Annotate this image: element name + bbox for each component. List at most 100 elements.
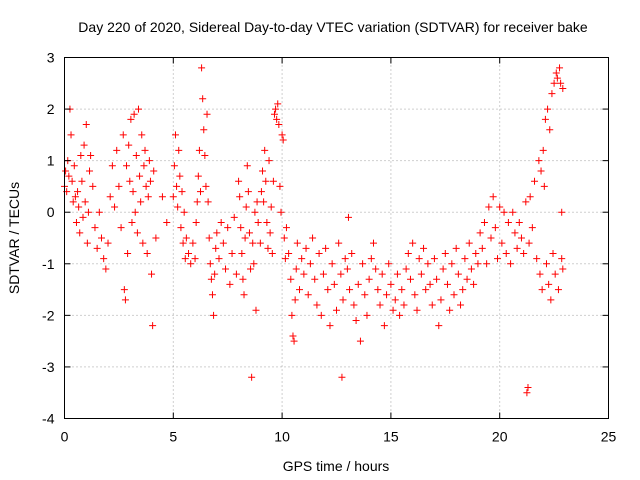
data-point <box>448 260 456 268</box>
data-point <box>309 234 317 242</box>
data-point <box>247 265 255 273</box>
data-point <box>77 151 85 159</box>
data-point <box>480 219 488 227</box>
data-point <box>249 239 257 247</box>
data-point <box>180 208 188 216</box>
data-point <box>552 69 560 77</box>
y-tick-label: 3 <box>47 50 55 66</box>
data-point <box>330 280 338 288</box>
data-point <box>452 244 460 252</box>
data-point <box>311 275 319 283</box>
data-point <box>376 301 384 309</box>
data-point <box>228 249 236 257</box>
data-point <box>300 270 308 278</box>
data-point <box>198 64 206 72</box>
data-point <box>148 270 156 278</box>
data-point <box>132 151 140 159</box>
data-point <box>293 239 301 247</box>
data-point <box>264 244 272 252</box>
data-point <box>494 255 502 263</box>
data-point <box>215 255 223 263</box>
data-point <box>536 270 544 278</box>
data-point <box>478 244 486 252</box>
data-point <box>558 208 566 216</box>
data-point <box>467 265 475 273</box>
data-point <box>199 95 207 103</box>
data-point <box>269 177 277 185</box>
data-point <box>338 373 346 381</box>
data-point <box>195 146 203 154</box>
data-point <box>559 84 567 92</box>
data-point <box>256 239 264 247</box>
data-point <box>385 260 393 268</box>
data-point <box>289 332 297 340</box>
data-point <box>356 337 364 345</box>
data-point <box>144 193 152 201</box>
data-point <box>393 270 401 278</box>
data-point <box>219 239 227 247</box>
plot-frame <box>64 57 609 419</box>
data-point <box>68 177 76 185</box>
data-point <box>194 172 202 180</box>
y-tick-label: -1 <box>42 256 55 272</box>
data-point <box>459 286 467 294</box>
data-point <box>102 265 110 273</box>
data-point <box>136 172 144 180</box>
data-point <box>244 188 252 196</box>
data-point <box>290 337 298 345</box>
data-point <box>236 193 244 201</box>
data-point <box>171 131 179 139</box>
x-tick-label: 5 <box>169 429 177 445</box>
data-point <box>129 188 137 196</box>
data-point <box>544 105 552 113</box>
data-point <box>285 249 293 257</box>
data-point <box>498 239 506 247</box>
data-point <box>541 115 549 123</box>
data-point <box>201 151 209 159</box>
data-point <box>491 224 499 232</box>
data-point <box>406 275 414 283</box>
data-point <box>72 219 80 227</box>
data-point <box>409 239 417 247</box>
data-point <box>179 239 187 247</box>
data-point <box>509 208 517 216</box>
data-point <box>232 270 240 278</box>
data-point <box>197 188 204 196</box>
data-point <box>343 265 351 273</box>
data-point <box>528 224 536 232</box>
data-point <box>127 115 135 123</box>
data-point <box>553 74 561 82</box>
data-point <box>554 286 562 294</box>
data-point <box>140 162 148 170</box>
data-point <box>176 172 184 180</box>
data-point <box>91 224 99 232</box>
y-tick-label: -3 <box>42 359 55 375</box>
data-point <box>550 79 558 87</box>
data-point <box>398 286 406 294</box>
x-axis-ticks: 0 5 10 15 20 25 <box>61 57 616 445</box>
data-point <box>126 177 134 185</box>
data-point <box>344 213 352 221</box>
data-point <box>413 306 421 314</box>
data-point <box>79 213 87 221</box>
data-point <box>274 100 282 108</box>
data-point <box>292 265 300 273</box>
data-point <box>402 265 410 273</box>
data-point <box>211 270 219 278</box>
data-point <box>542 260 550 268</box>
data-point <box>365 275 373 283</box>
data-point <box>496 203 504 211</box>
data-point <box>511 229 519 237</box>
data-point <box>230 213 238 221</box>
data-point <box>139 239 147 247</box>
data-point <box>238 249 246 257</box>
data-point <box>276 182 284 190</box>
data-point <box>78 177 86 185</box>
data-point <box>169 193 177 201</box>
data-point <box>417 270 425 278</box>
data-point <box>87 151 95 159</box>
data-point <box>279 136 287 144</box>
data-point <box>121 296 129 304</box>
data-point <box>146 177 154 185</box>
